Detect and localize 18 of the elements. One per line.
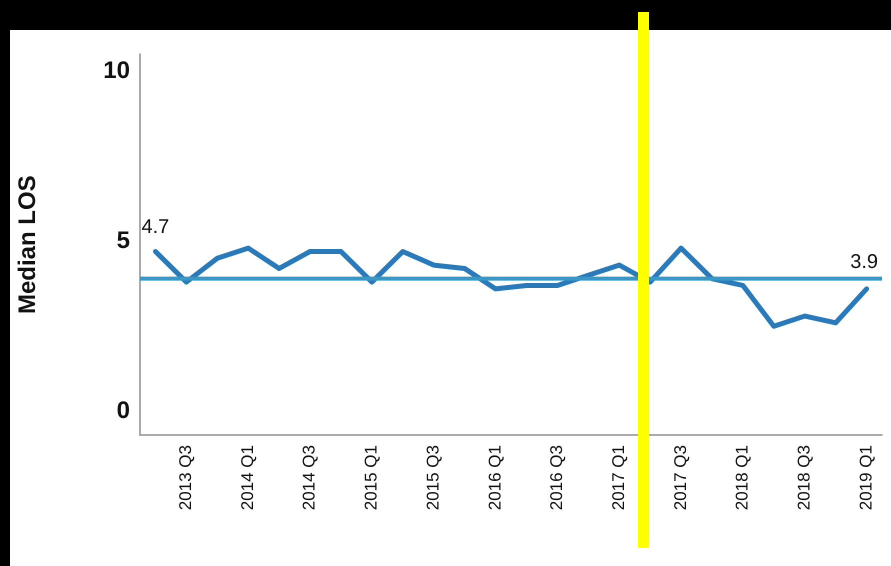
data-label: 4.7 — [141, 216, 170, 238]
y-tick-label: 5 — [116, 226, 130, 254]
x-tick-label: 2018 Q3 — [794, 445, 814, 510]
x-tick-label: 2013 Q3 — [176, 445, 196, 510]
x-tick-label: 2019 Q1 — [856, 445, 876, 510]
x-tick-label: 2014 Q1 — [238, 445, 257, 510]
ref-line-label: 3.9 — [850, 251, 878, 274]
y-axis-title: Median LOS — [14, 175, 42, 314]
x-tick-label: 2014 Q3 — [300, 445, 319, 510]
x-tick-label: 2016 Q3 — [547, 445, 566, 510]
x-tick-label: 2016 Q1 — [485, 445, 504, 510]
x-tick-label: 2017 Q1 — [608, 445, 628, 510]
x-tick-label: 2015 Q3 — [423, 445, 442, 510]
x-tick-label: 2015 Q1 — [362, 445, 381, 510]
y-tick-label: 0 — [116, 396, 130, 424]
y-tick-label: 10 — [103, 57, 130, 84]
x-tick-label: 2017 Q3 — [670, 445, 690, 510]
x-tick-label: 2018 Q1 — [732, 445, 752, 510]
